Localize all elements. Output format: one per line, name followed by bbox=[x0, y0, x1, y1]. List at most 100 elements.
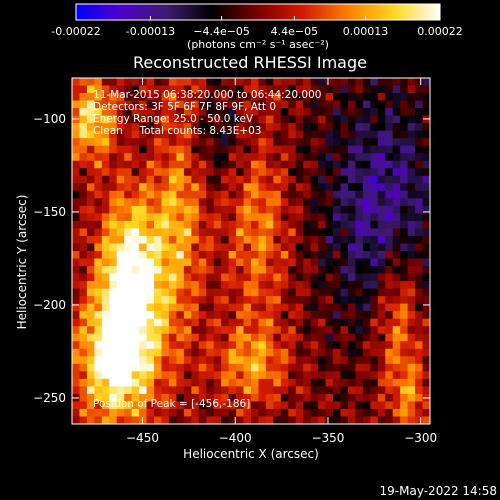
heatmap-cell bbox=[325, 318, 334, 327]
heatmap-cell bbox=[333, 393, 342, 403]
heatmap-cell bbox=[318, 333, 327, 342]
heatmap-cell bbox=[273, 213, 282, 222]
heatmap-cell bbox=[206, 258, 215, 267]
heatmap-cell bbox=[109, 326, 118, 335]
heatmap-cell bbox=[251, 190, 260, 199]
heatmap-cell bbox=[191, 258, 200, 267]
heatmap-cell bbox=[79, 93, 88, 102]
heatmap-cell bbox=[385, 175, 394, 184]
heatmap-cell bbox=[280, 115, 289, 124]
heatmap-cell bbox=[154, 281, 163, 290]
heatmap-cell bbox=[377, 205, 386, 214]
heatmap-cell bbox=[79, 311, 88, 320]
heatmap-cell bbox=[183, 401, 192, 410]
heatmap-cell bbox=[146, 198, 155, 207]
heatmap-cell bbox=[131, 408, 140, 418]
heatmap-cell bbox=[392, 386, 401, 395]
heatmap-cell bbox=[400, 288, 409, 297]
heatmap-cell bbox=[355, 130, 364, 139]
heatmap-cell bbox=[347, 190, 357, 199]
heatmap-cell bbox=[258, 303, 267, 312]
heatmap-cell bbox=[86, 168, 95, 177]
heatmap-cell bbox=[355, 311, 364, 320]
heatmap-cell bbox=[243, 243, 252, 252]
heatmap-cell bbox=[392, 288, 401, 297]
heatmap-cell bbox=[131, 213, 140, 222]
heatmap-cell bbox=[176, 145, 185, 154]
heatmap-cell bbox=[72, 145, 81, 154]
heatmap-cell bbox=[385, 78, 394, 87]
heatmap-cell bbox=[422, 85, 430, 94]
heatmap-cell bbox=[392, 348, 401, 357]
heatmap-cell bbox=[176, 190, 185, 199]
heatmap-cell bbox=[385, 303, 394, 312]
heatmap-cell bbox=[228, 175, 237, 184]
heatmap-cell bbox=[191, 333, 200, 342]
heatmap-cell bbox=[407, 190, 416, 199]
heatmap-cell bbox=[161, 168, 170, 177]
heatmap-cell bbox=[273, 311, 282, 320]
heatmap-cell bbox=[236, 266, 245, 275]
heatmap-cell bbox=[303, 213, 312, 222]
heatmap-cell bbox=[101, 100, 110, 109]
heatmap-cell bbox=[370, 220, 379, 230]
heatmap-cell bbox=[400, 220, 409, 230]
heatmap-cell bbox=[191, 266, 200, 275]
heatmap-cell bbox=[355, 303, 364, 312]
heatmap-cell bbox=[243, 326, 252, 335]
heatmap-cell bbox=[131, 371, 140, 380]
heatmap-cell bbox=[183, 363, 192, 372]
heatmap-cell bbox=[161, 273, 170, 282]
heatmap-cell bbox=[198, 168, 207, 177]
heatmap-cell bbox=[146, 138, 155, 147]
heatmap-cell bbox=[131, 341, 140, 350]
heatmap-cell bbox=[273, 318, 282, 327]
heatmap-cell bbox=[400, 401, 409, 410]
heatmap-cell bbox=[310, 281, 319, 290]
heatmap-cell bbox=[265, 378, 274, 387]
heatmap-cell bbox=[340, 183, 349, 192]
heatmap-cell bbox=[347, 123, 357, 132]
heatmap-cell bbox=[288, 243, 297, 252]
heatmap-cell bbox=[168, 258, 178, 267]
heatmap-cell bbox=[94, 348, 103, 357]
heatmap-cell bbox=[154, 296, 163, 305]
heatmap-cell bbox=[370, 153, 379, 162]
heatmap-cell bbox=[72, 303, 81, 312]
heatmap-cell bbox=[101, 303, 110, 312]
heatmap-cell bbox=[168, 130, 178, 139]
heatmap-cell bbox=[183, 326, 192, 335]
heatmap-cell bbox=[146, 416, 155, 424]
heatmap-cell bbox=[131, 235, 140, 245]
heatmap-cell bbox=[310, 378, 319, 387]
heatmap-cell bbox=[385, 108, 394, 117]
heatmap-cell bbox=[198, 348, 207, 357]
heatmap-cell bbox=[183, 281, 192, 290]
heatmap-cell bbox=[370, 318, 379, 327]
heatmap-cell bbox=[109, 220, 118, 230]
heatmap-cell bbox=[303, 145, 312, 154]
heatmap-cell bbox=[377, 251, 386, 260]
heatmap-cell bbox=[295, 213, 304, 222]
heatmap-cell bbox=[131, 145, 140, 154]
heatmap-cell bbox=[94, 228, 103, 237]
heatmap-cell bbox=[94, 108, 103, 117]
heatmap-cell bbox=[303, 288, 312, 297]
heatmap-cell bbox=[146, 100, 155, 109]
heatmap-cell bbox=[191, 123, 200, 132]
heatmap-cell bbox=[86, 281, 95, 290]
heatmap-cell bbox=[86, 371, 95, 380]
heatmap-cell bbox=[161, 205, 170, 214]
heatmap-cell bbox=[139, 198, 148, 207]
heatmap-cell bbox=[236, 356, 245, 365]
heatmap-cell bbox=[243, 198, 252, 207]
heatmap-cell bbox=[377, 100, 386, 109]
heatmap-cell bbox=[340, 318, 349, 327]
heatmap-cell bbox=[116, 318, 125, 327]
heatmap-cell bbox=[415, 220, 424, 230]
heatmap-cell bbox=[362, 348, 371, 357]
heatmap-cell bbox=[236, 78, 245, 87]
heatmap-cell bbox=[109, 258, 118, 267]
heatmap-cell bbox=[347, 281, 357, 290]
heatmap-cell bbox=[101, 393, 110, 403]
